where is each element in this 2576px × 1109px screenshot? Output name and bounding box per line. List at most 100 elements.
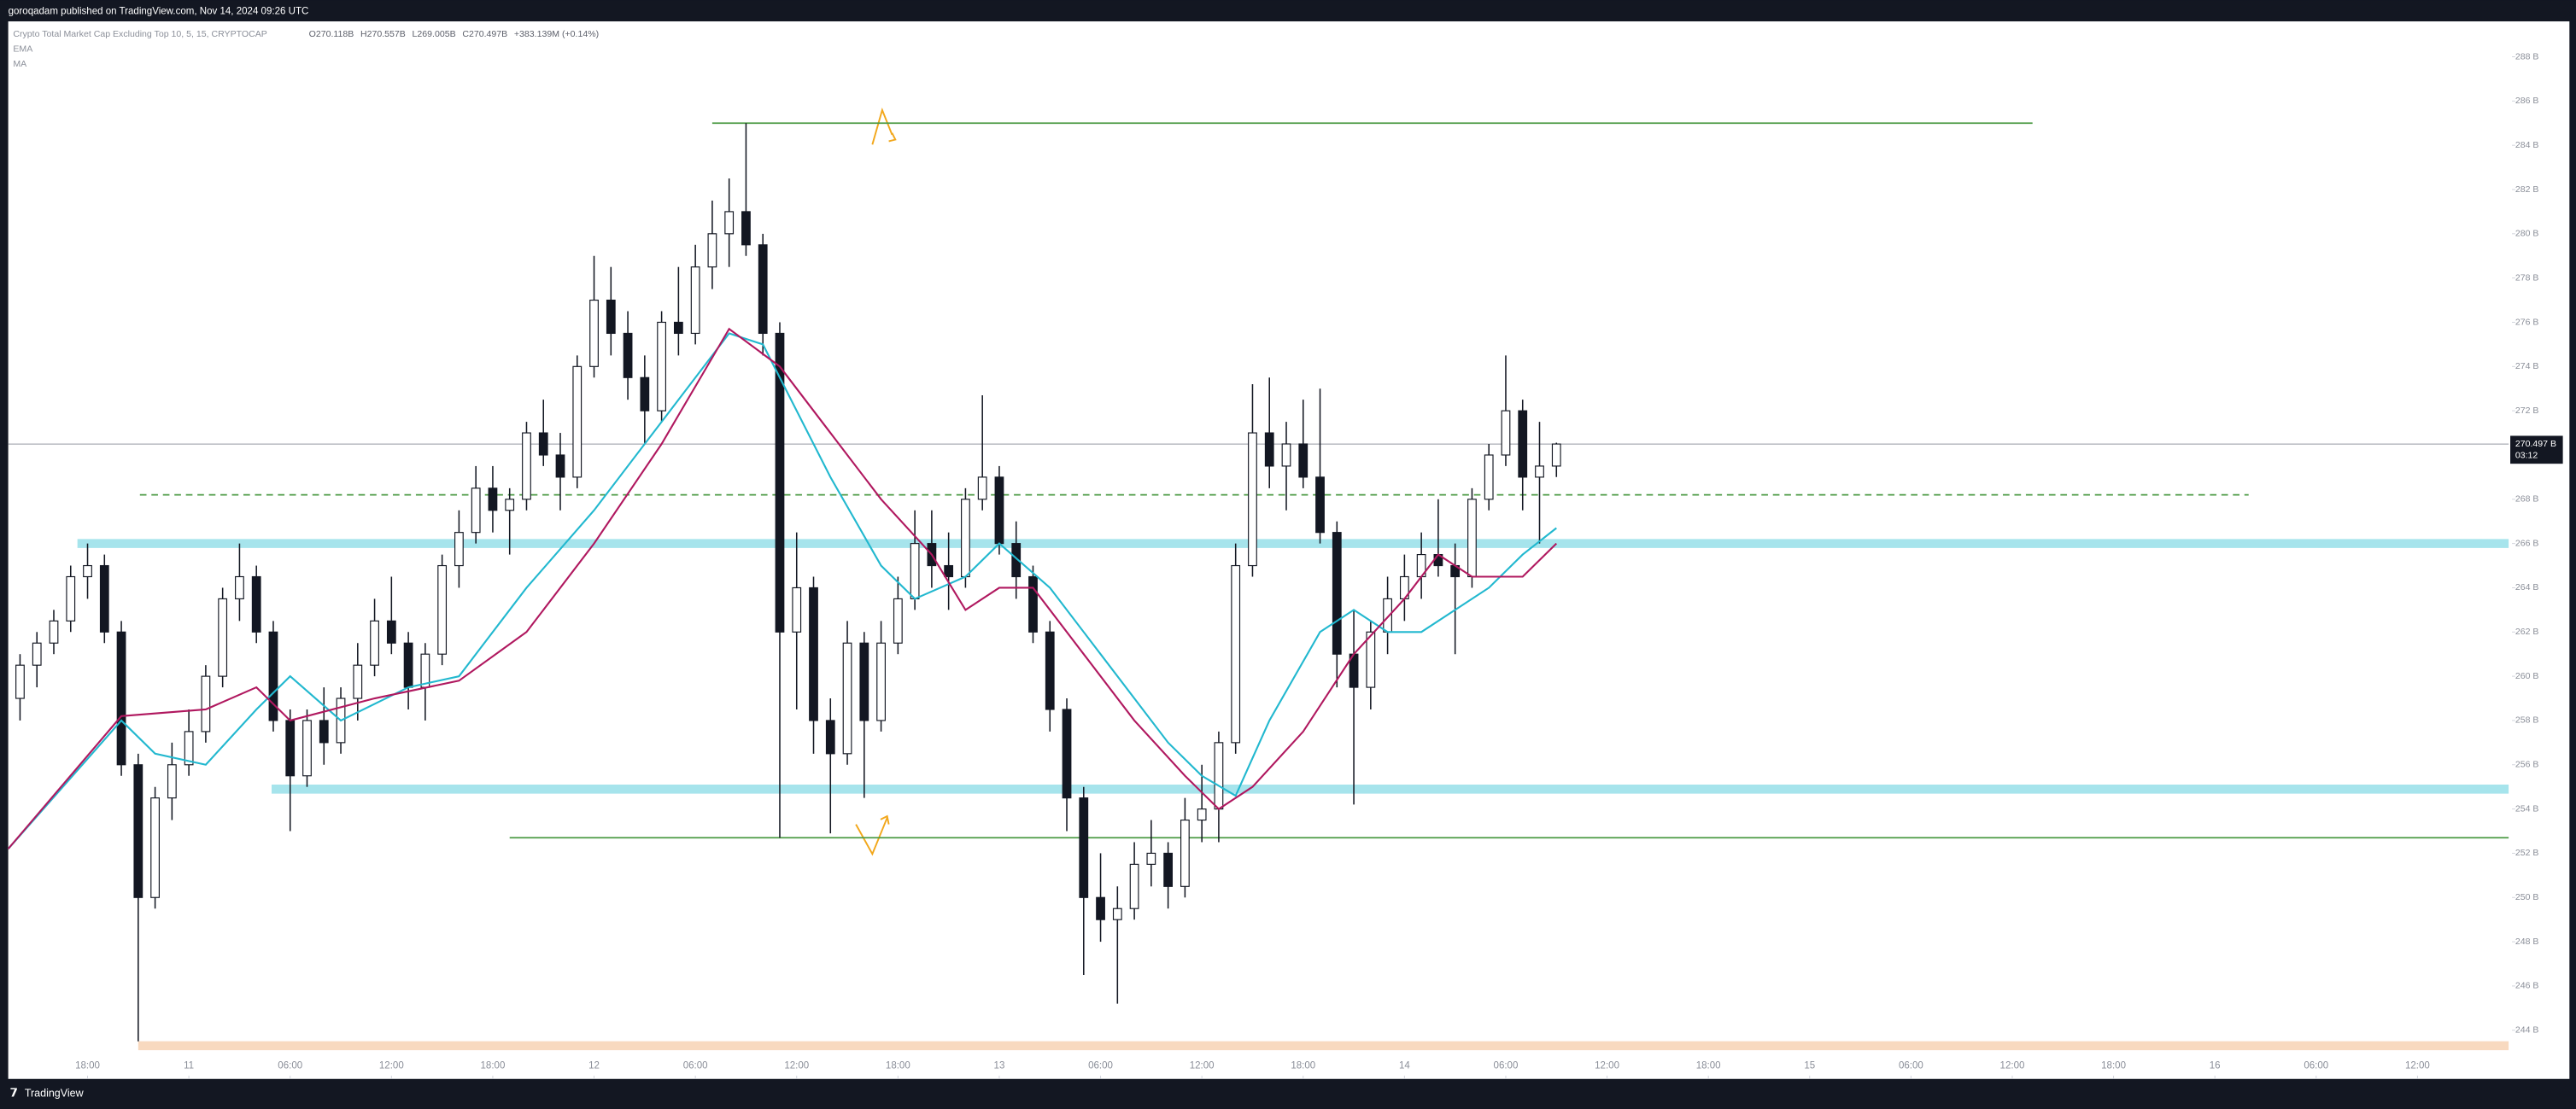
candle-body bbox=[1551, 443, 1561, 467]
candle-body bbox=[910, 543, 920, 599]
y-tick-label: 288 B bbox=[2515, 51, 2539, 61]
x-tick-label: 06:00 bbox=[278, 1060, 302, 1071]
candle-body bbox=[657, 321, 666, 411]
candle-body bbox=[184, 731, 194, 766]
candle-body bbox=[589, 299, 599, 367]
x-tick-label: 11 bbox=[184, 1060, 194, 1071]
x-tick-label: 13 bbox=[994, 1060, 1005, 1071]
candle-body bbox=[640, 376, 650, 411]
candle-body bbox=[66, 575, 76, 622]
x-tick-label: 15 bbox=[1804, 1060, 1815, 1071]
ohlc-value: H270.557B bbox=[360, 29, 406, 39]
y-tick-label: 252 B bbox=[2515, 848, 2539, 858]
indicator-line bbox=[7, 332, 1557, 849]
indicator-line bbox=[7, 327, 1558, 849]
y-tick-label: 282 B bbox=[2515, 184, 2539, 195]
candle-body bbox=[1501, 410, 1511, 456]
y-tick-label: 274 B bbox=[2515, 361, 2539, 371]
candle-body bbox=[1248, 432, 1257, 567]
candle-body bbox=[285, 720, 296, 777]
candle-body bbox=[741, 211, 751, 246]
candle-body bbox=[1096, 896, 1105, 920]
candle-body bbox=[1079, 797, 1089, 898]
candle-body bbox=[235, 575, 244, 599]
candle-body bbox=[471, 487, 481, 534]
published-note: goroqadam published on TradingView.com, … bbox=[9, 7, 309, 17]
x-tick-label: 06:00 bbox=[683, 1060, 708, 1071]
x-tick-label: 18:00 bbox=[2101, 1060, 2126, 1071]
y-tick-label: 244 B bbox=[2515, 1025, 2539, 1036]
candle-body bbox=[1264, 432, 1274, 467]
candle-body bbox=[1062, 709, 1072, 799]
y-tick-label: 248 B bbox=[2515, 937, 2539, 947]
candle-body bbox=[1484, 454, 1494, 500]
candle-body bbox=[353, 664, 363, 699]
candle-body bbox=[724, 211, 735, 235]
candle-body bbox=[1366, 631, 1376, 688]
candle-body bbox=[1281, 443, 1291, 467]
candle-body bbox=[1332, 532, 1342, 655]
candle-body bbox=[488, 487, 498, 511]
y-tick-label: 268 B bbox=[2515, 494, 2539, 505]
candle-body bbox=[876, 642, 886, 721]
candle-body bbox=[994, 476, 1004, 545]
chart-panel bbox=[8, 21, 2570, 1079]
x-tick-label: 18:00 bbox=[886, 1060, 910, 1071]
candle-body bbox=[454, 532, 464, 567]
candle-body bbox=[1011, 543, 1022, 578]
candle-body bbox=[1045, 631, 1055, 710]
candle-body bbox=[1112, 908, 1122, 920]
candle-body bbox=[1298, 443, 1308, 478]
candle-body bbox=[319, 720, 329, 744]
candle-body bbox=[251, 575, 261, 633]
y-tick-label: 276 B bbox=[2515, 317, 2539, 327]
candle-body bbox=[32, 642, 42, 666]
x-tick-label: 06:00 bbox=[1899, 1060, 1923, 1071]
y-tick-label: 256 B bbox=[2515, 760, 2539, 770]
legend-entry: MA bbox=[13, 59, 27, 69]
candle-body bbox=[1180, 819, 1190, 887]
y-tick-label: 280 B bbox=[2515, 229, 2539, 239]
candle-body bbox=[961, 499, 970, 578]
last-price-badge bbox=[2510, 435, 2563, 464]
candle-body bbox=[302, 720, 312, 777]
candle-body bbox=[538, 432, 548, 456]
candle-body bbox=[437, 564, 448, 655]
candle-body bbox=[370, 620, 379, 666]
ohlc-value: O270.118B bbox=[309, 29, 354, 39]
candle-body bbox=[49, 620, 59, 644]
x-tick-label: 18:00 bbox=[481, 1060, 506, 1071]
y-tick-label: 246 B bbox=[2515, 981, 2539, 991]
candle-body bbox=[775, 332, 785, 633]
y-tick-label: 262 B bbox=[2515, 627, 2539, 637]
candle-body bbox=[1163, 852, 1174, 887]
logo-mark: 𝟳 bbox=[10, 1087, 18, 1100]
footer-text: TradingView bbox=[25, 1087, 85, 1099]
x-tick-label: 06:00 bbox=[2304, 1060, 2328, 1071]
x-tick-label: 16 bbox=[2210, 1060, 2221, 1071]
candle-body bbox=[825, 720, 835, 755]
candle-body bbox=[572, 365, 583, 478]
candle-body bbox=[1028, 575, 1038, 633]
candle-body bbox=[150, 797, 160, 898]
candle-body bbox=[268, 631, 278, 721]
candle-body bbox=[201, 675, 211, 733]
y-tick-label: 266 B bbox=[2515, 538, 2539, 548]
footer-logo: 𝟳 TradingView bbox=[10, 1087, 85, 1100]
y-tick-label: 286 B bbox=[2515, 96, 2539, 106]
x-tick-label: 18:00 bbox=[1291, 1060, 1315, 1071]
y-tick-label: 258 B bbox=[2515, 715, 2539, 726]
x-tick-label: 12 bbox=[588, 1060, 600, 1071]
ohlc-value: +383.139M (+0.14%) bbox=[514, 29, 599, 39]
candle-body bbox=[893, 598, 903, 644]
candle-body bbox=[758, 244, 768, 335]
candle-body bbox=[1467, 499, 1477, 578]
candle-body bbox=[977, 476, 987, 500]
candle-body bbox=[133, 764, 143, 898]
y-tick-label: 272 B bbox=[2515, 406, 2539, 416]
candle-body bbox=[522, 432, 531, 500]
candle-body bbox=[1315, 476, 1325, 534]
annotation-arrow-down bbox=[855, 814, 890, 856]
candle-body bbox=[707, 233, 717, 268]
